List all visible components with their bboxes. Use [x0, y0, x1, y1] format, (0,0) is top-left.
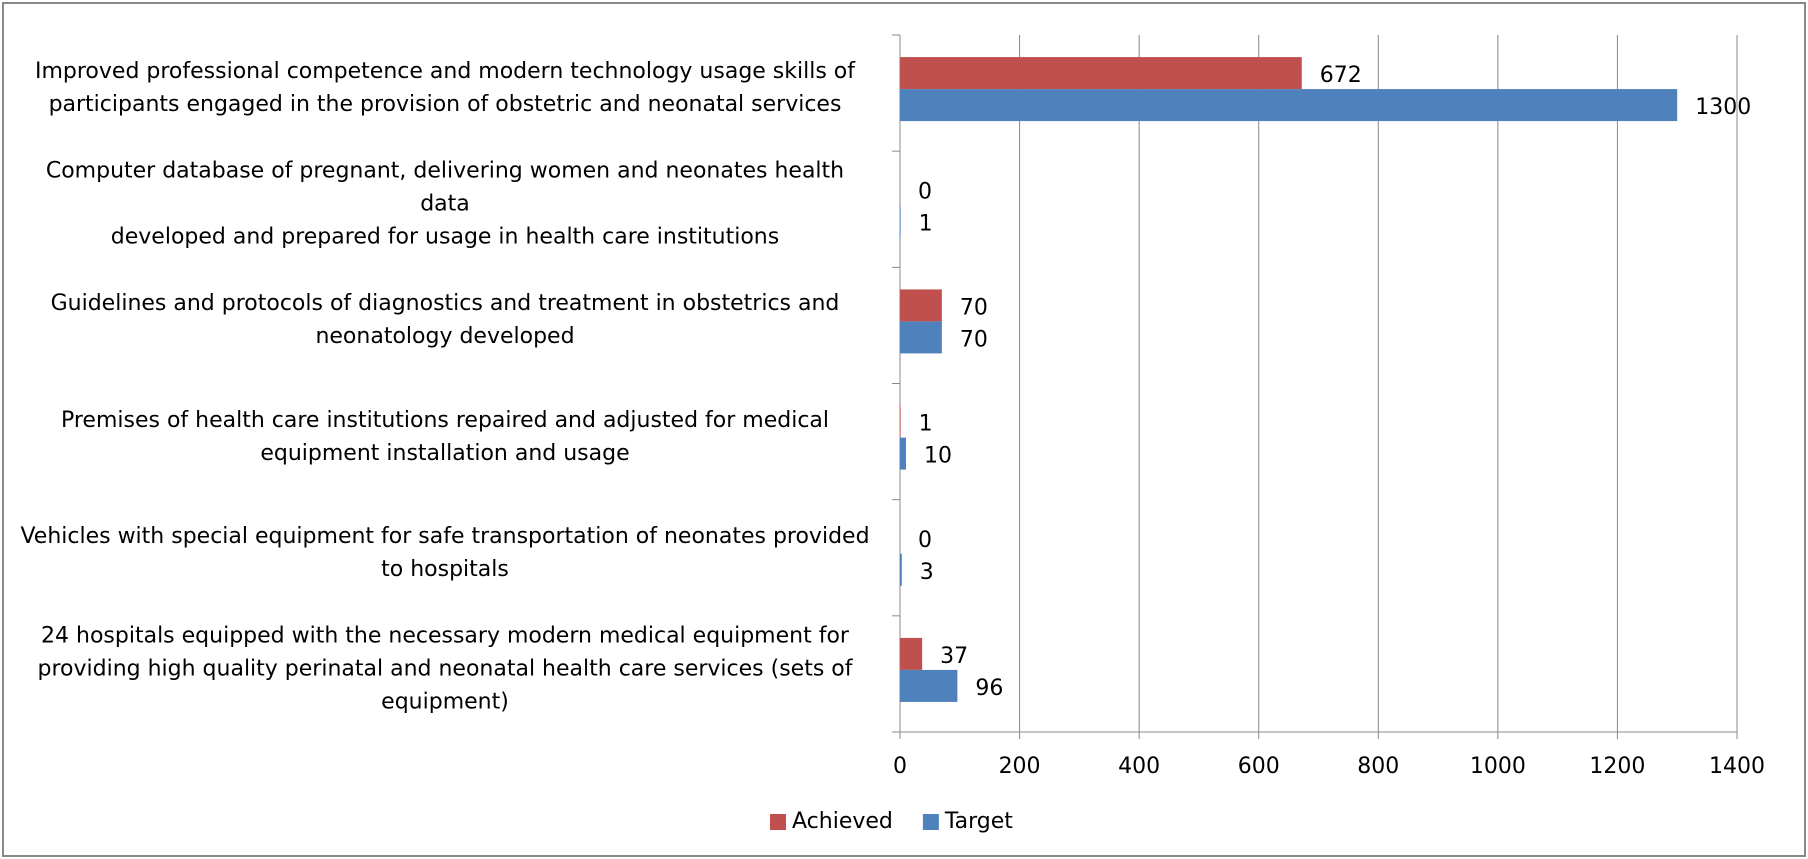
x-tick-label: 200 [999, 754, 1041, 779]
bar [900, 57, 1302, 90]
legend-label: Achieved [792, 809, 893, 834]
x-tick-label: 1400 [1709, 754, 1765, 779]
bar [900, 553, 902, 586]
bar [900, 437, 906, 470]
x-tick-label: 1200 [1589, 754, 1645, 779]
y-tick-label: Premises of health care institutions rep… [60, 407, 830, 466]
data-label: 1300 [1695, 95, 1751, 120]
data-label: 3 [920, 560, 934, 585]
bar [900, 89, 1678, 122]
data-label: 0 [918, 179, 932, 204]
bar [900, 321, 942, 354]
y-tick-label: 24 hospitals equipped with the necessary… [37, 623, 853, 715]
data-label: 0 [918, 528, 932, 553]
data-label: 672 [1320, 63, 1362, 88]
x-tick-label: 1000 [1470, 754, 1526, 779]
y-tick-label: Computer database of pregnant, deliverin… [45, 158, 845, 250]
data-label: 96 [975, 676, 1003, 701]
x-tick-label: 600 [1238, 754, 1280, 779]
legend-swatch [770, 814, 786, 830]
bar [900, 669, 958, 702]
x-tick-label: 400 [1118, 754, 1160, 779]
data-label: 70 [960, 295, 988, 320]
y-tick-label: Improved professional competence and mod… [34, 59, 856, 118]
bar [900, 405, 901, 438]
y-tick-label: Guidelines and protocols of diagnostics … [50, 291, 840, 350]
data-label: 10 [924, 444, 952, 469]
data-label: 1 [919, 211, 933, 236]
bar [900, 637, 923, 670]
data-label: 37 [940, 644, 968, 669]
legend-swatch [922, 814, 939, 830]
bar [900, 289, 942, 322]
data-label: 70 [960, 327, 988, 352]
x-tick-label: 0 [893, 754, 907, 779]
bar [900, 205, 901, 238]
legend-label: Target [944, 809, 1013, 834]
data-label: 1 [919, 412, 933, 437]
y-tick-label: Vehicles with special equipment for safe… [20, 523, 870, 582]
x-tick-label: 800 [1357, 754, 1399, 779]
